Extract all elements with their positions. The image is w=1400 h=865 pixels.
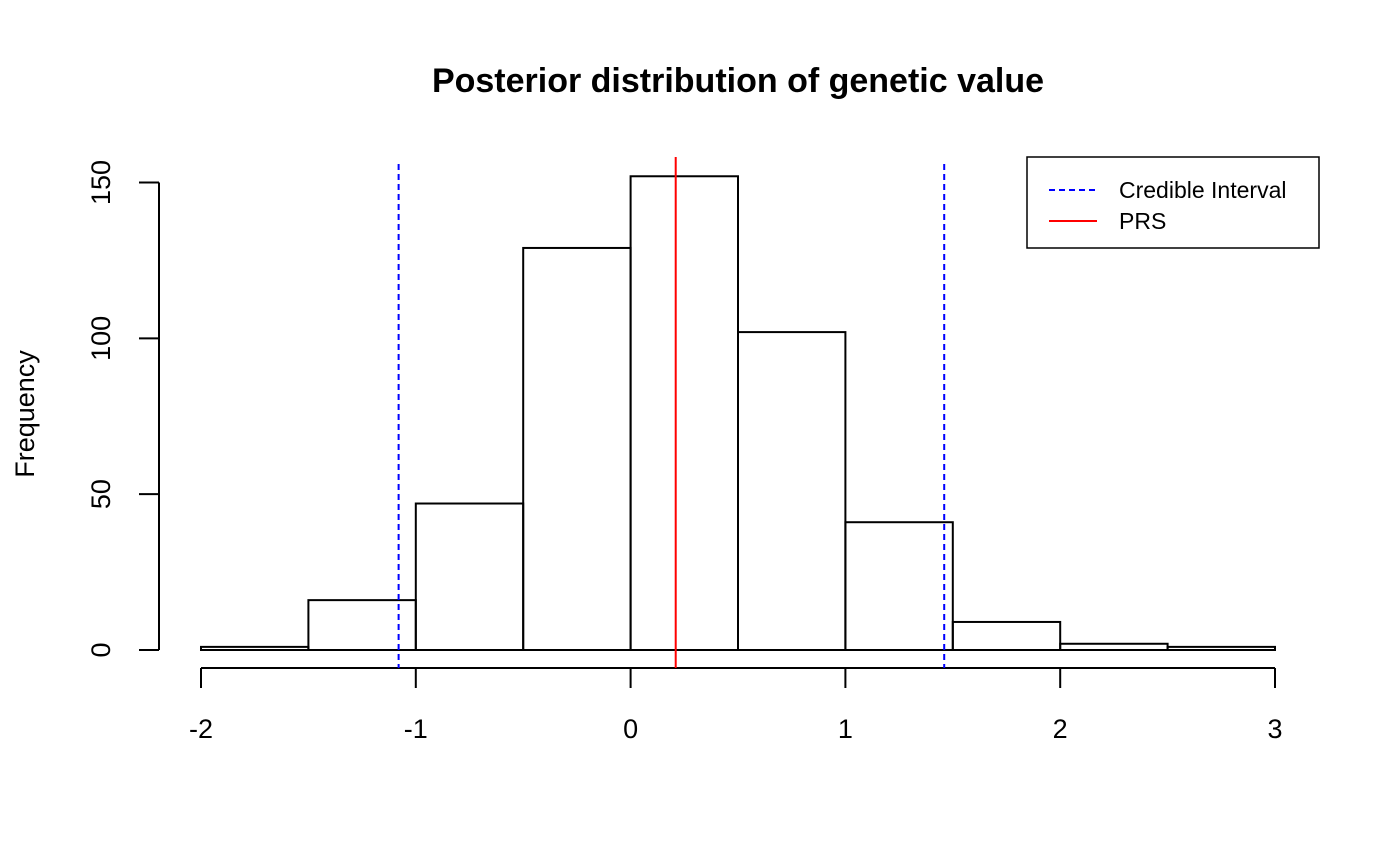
y-tick-label-0: 0 — [86, 642, 116, 657]
x-axis: -2 -1 0 1 2 3 — [189, 667, 1283, 744]
y-tick-label-50: 50 — [86, 479, 116, 509]
bar-7 — [951, 620, 1062, 652]
legend: Credible Interval PRS — [1026, 156, 1320, 249]
bar-3 — [522, 246, 632, 651]
bar-0 — [200, 645, 310, 652]
bar-8 — [1059, 642, 1169, 651]
legend-label-1: PRS — [1119, 208, 1166, 234]
x-tick-label--1: -1 — [404, 714, 428, 744]
y-tick-label-150: 150 — [86, 160, 116, 205]
y-axis: 0 50 100 150 — [86, 160, 160, 658]
bar-6 — [844, 521, 954, 652]
legend-box — [1026, 156, 1320, 249]
bar-4 — [629, 175, 739, 651]
y-tick-label-100: 100 — [86, 316, 116, 361]
bar-1 — [307, 599, 417, 652]
x-tick-label-1: 1 — [838, 714, 853, 744]
legend-label-0: Credible Interval — [1119, 177, 1286, 203]
y-axis-label: Frequency — [10, 350, 40, 478]
x-tick-label-2: 2 — [1053, 714, 1068, 744]
chart-title: Posterior distribution of genetic value — [432, 62, 1044, 100]
bar-2 — [414, 502, 525, 651]
bars-group — [200, 175, 1276, 652]
x-tick-label--2: -2 — [189, 714, 213, 744]
x-tick-label-0: 0 — [623, 714, 638, 744]
bar-9 — [1166, 645, 1276, 652]
bar-5 — [737, 331, 847, 651]
x-tick-label-3: 3 — [1267, 714, 1282, 744]
reference-lines — [397, 157, 946, 668]
